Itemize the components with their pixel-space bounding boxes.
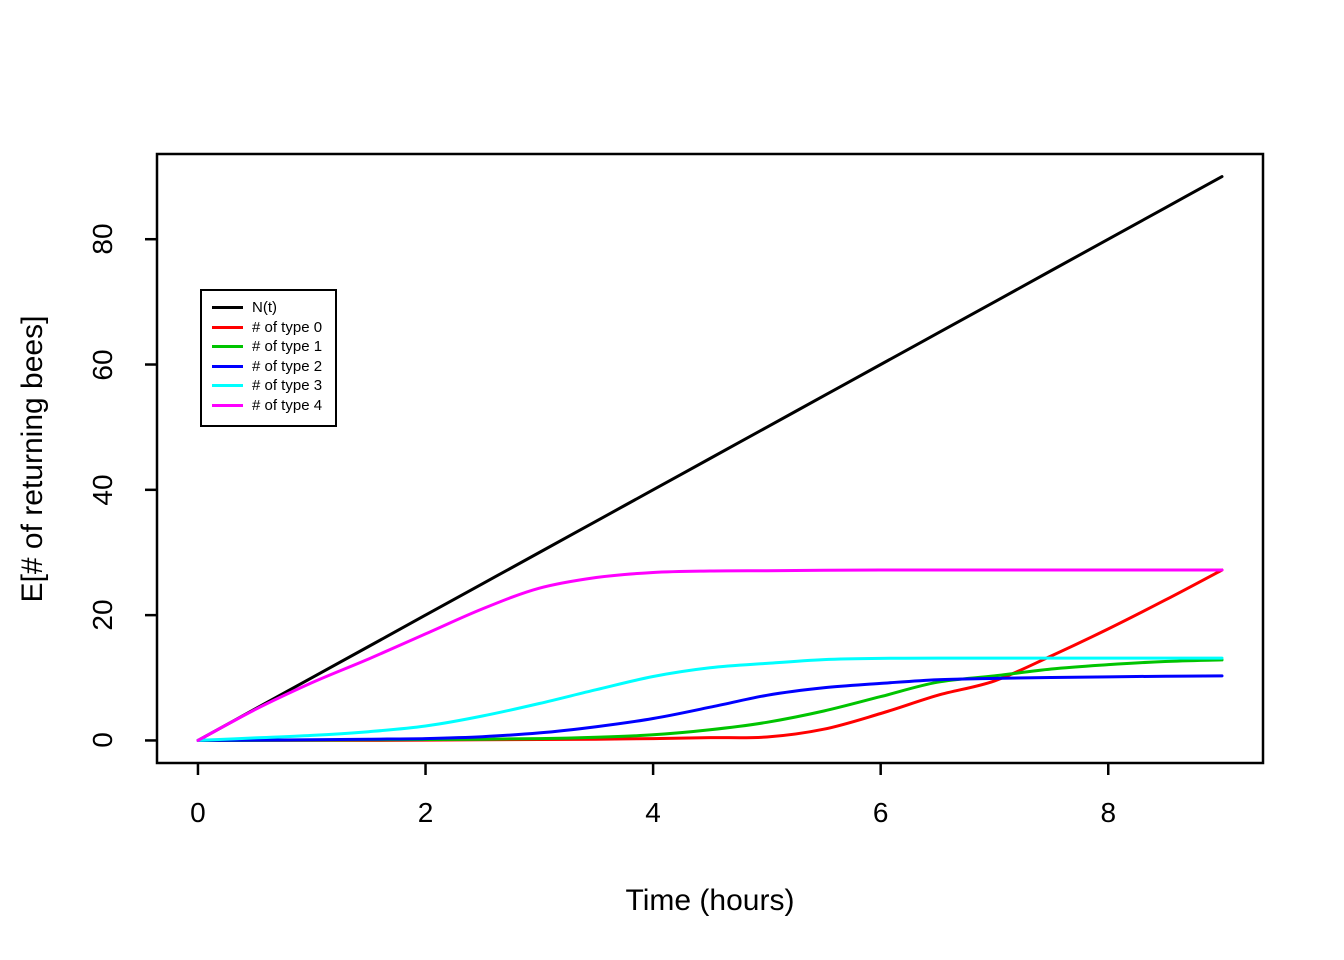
x-tick-label: 0 [190,797,206,828]
series-line-4 [196,656,1224,742]
x-tick-label: 4 [645,797,661,828]
y-tick-label: 0 [87,732,118,749]
x-axis-label: Time (hours) [625,884,795,917]
legend-row: # of type 0 [202,318,335,338]
series-line-2 [196,658,1224,742]
y-tick-label: 40 [87,474,118,506]
x-tick-label: 6 [872,797,889,828]
legend-row: N(t) [202,298,335,318]
y-tick-label: 20 [87,599,118,631]
legend-line-swatch [212,325,243,329]
legend-line-swatch [212,306,243,310]
legend-line-swatch [212,403,243,407]
series-line-5 [196,568,1224,742]
y-tick-label: 60 [87,348,118,381]
legend-label: # of type 3 [252,377,323,395]
x-tick-label: 8 [1100,797,1117,828]
x-tick-label: 2 [417,797,434,828]
y-axis-label: E[# of returning bees] [16,315,49,603]
legend-label: # of type 2 [252,357,323,375]
legend-label: # of type 0 [252,318,323,336]
legend-row: # of type 4 [202,396,335,416]
legend-line-swatch [212,345,243,349]
legend-line-swatch [212,384,243,388]
legend-row: # of type 2 [202,357,335,377]
legend-label: # of type 4 [252,396,323,414]
legend-label: # of type 1 [252,338,323,356]
plot-box [155,152,1265,765]
legend-label: N(t) [252,299,277,317]
series-line-3 [196,674,1224,742]
y-tick-label: 80 [87,223,118,255]
legend: N(t) # of type 0 # of type 1 # of type 2 # o… [200,289,337,427]
legend-row: # of type 1 [202,337,335,357]
series-line-0 [196,175,1224,742]
legend-row: # of type 3 [202,376,335,396]
legend-line-swatch [212,364,243,368]
